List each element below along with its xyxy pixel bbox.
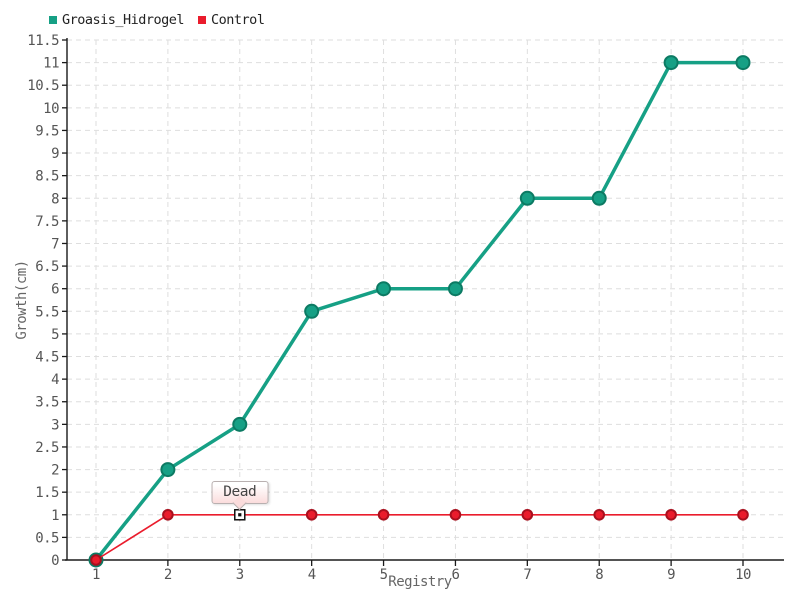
x-tick-label: 4	[308, 567, 316, 583]
y-tick-label: 6.5	[35, 259, 59, 275]
y-tick-label: 11	[43, 56, 59, 72]
x-tick-label: 3	[236, 567, 244, 583]
data-point-groasis_hidrogel[interactable]	[735, 55, 751, 71]
selected-point-marker-center	[238, 513, 242, 517]
y-tick-label: 0	[51, 553, 59, 569]
y-tick-label: 8.5	[35, 169, 59, 185]
data-point-groasis_hidrogel[interactable]	[232, 416, 248, 432]
series-line-control	[95, 513, 744, 561]
legend-item-control[interactable]: Control	[198, 12, 265, 28]
y-tick-label: 6	[51, 282, 59, 298]
y-tick-label: 4.5	[35, 350, 59, 366]
x-tick-label: 7	[523, 567, 531, 583]
data-point-groasis_hidrogel[interactable]	[304, 303, 320, 319]
x-tick-label: 10	[735, 567, 751, 583]
data-point-groasis_hidrogel[interactable]	[519, 190, 535, 206]
y-tick-label: 11.5	[27, 33, 59, 49]
x-tick-label: 6	[451, 567, 459, 583]
y-tick-label: 7	[51, 236, 59, 252]
legend-label-control: Control	[211, 12, 265, 28]
series-line-groasis_hidrogel	[94, 60, 745, 562]
y-tick-label: 4	[51, 372, 59, 388]
y-tick-label: 8	[51, 191, 59, 207]
data-point-groasis_hidrogel[interactable]	[160, 462, 176, 478]
legend-swatch-groasis-icon	[49, 16, 57, 24]
y-tick-label: 3	[51, 417, 59, 433]
y-tick-label: 0.5	[35, 530, 59, 546]
data-point-groasis_hidrogel[interactable]	[663, 55, 679, 71]
data-point-control[interactable]	[737, 508, 749, 521]
legend-item-groasis-hidrogel[interactable]: Groasis_Hidrogel	[49, 12, 185, 28]
y-tick-label: 7.5	[35, 214, 59, 230]
y-tick-label: 2.5	[35, 440, 59, 456]
data-point-control[interactable]	[665, 508, 677, 521]
data-point-groasis_hidrogel[interactable]	[591, 190, 607, 206]
y-tick-label: 1.5	[35, 485, 59, 501]
legend-swatch-control-icon	[198, 16, 207, 24]
y-tick-label: 1	[51, 508, 59, 524]
dead-annotation-text: Dead	[223, 483, 257, 500]
x-tick-label: 8	[595, 567, 603, 583]
legend-label-groasis: Groasis_Hidrogel	[62, 12, 185, 28]
y-axis-title: Growth(cm)	[14, 260, 30, 340]
y-tick-label: 2	[51, 463, 59, 479]
y-tick-label: 9	[51, 146, 59, 162]
data-point-control[interactable]	[90, 554, 102, 566]
y-tick-label: 10.5	[27, 78, 59, 94]
chart-legend: Groasis_Hidrogel Control	[49, 12, 265, 28]
y-tick-label: 10	[43, 101, 59, 117]
data-point-control[interactable]	[449, 508, 462, 521]
data-point-groasis_hidrogel[interactable]	[376, 281, 392, 297]
y-tick-label: 9.5	[35, 123, 59, 139]
data-point-groasis_hidrogel[interactable]	[447, 281, 463, 297]
data-point-control[interactable]	[305, 508, 318, 521]
x-tick-label: 5	[380, 567, 388, 583]
y-tick-label: 5	[51, 327, 59, 343]
x-tick-label: 2	[164, 567, 172, 583]
data-point-control[interactable]	[521, 508, 534, 521]
x-tick-label: 9	[667, 567, 675, 583]
x-axis-title: Registry	[388, 574, 452, 590]
y-tick-label: 3.5	[35, 395, 59, 411]
data-point-control[interactable]	[377, 508, 390, 521]
dead-annotation-tooltip: Dead	[211, 480, 269, 511]
data-point-control[interactable]	[593, 508, 606, 521]
y-tick-label: 5.5	[35, 304, 59, 320]
x-tick-label: 1	[92, 567, 100, 583]
data-point-control[interactable]	[162, 508, 174, 521]
